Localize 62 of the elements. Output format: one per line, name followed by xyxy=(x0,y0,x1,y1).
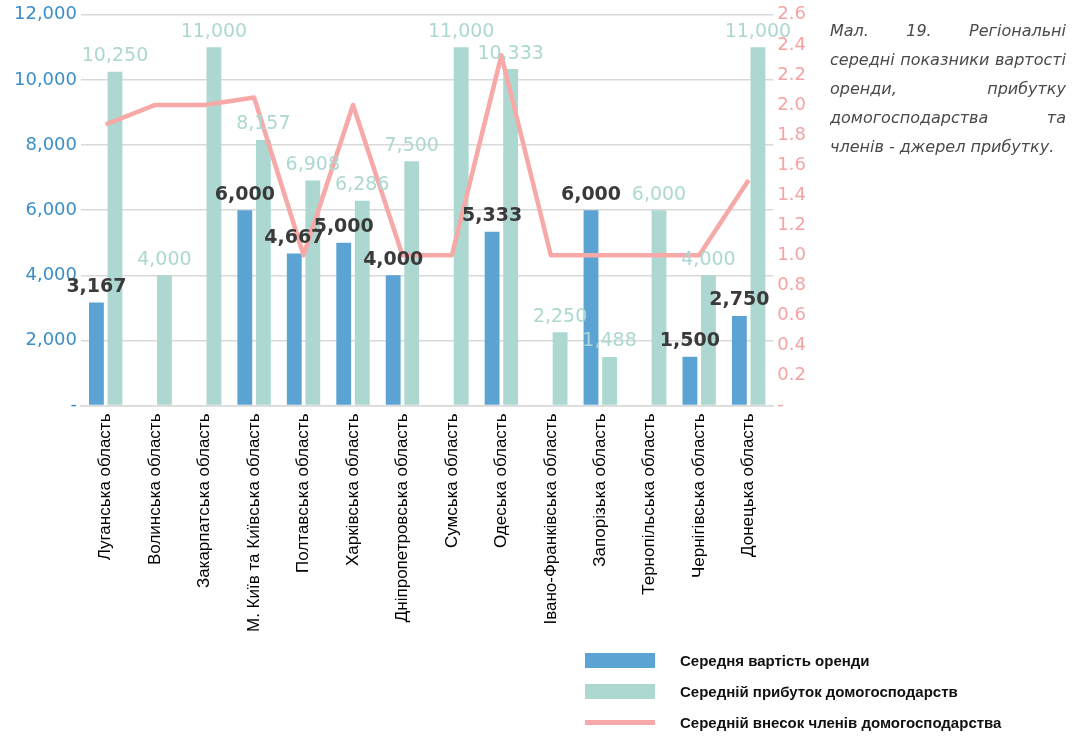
y-tick-label: 6,000 xyxy=(25,197,77,219)
y2-tick-label: 0.2 xyxy=(777,363,807,385)
legend-label: Середня вартість оренди xyxy=(680,652,870,669)
y-tick-label: 12,000 xyxy=(14,2,77,24)
y2-tick-label: 1.6 xyxy=(777,152,807,174)
data-label: 6,000 xyxy=(560,181,622,204)
bar xyxy=(552,332,568,405)
data-label: 6,000 xyxy=(214,181,275,204)
x-tick-label: Донецька область xyxy=(738,413,758,558)
x-tick-label: Тернопільська область xyxy=(639,413,659,595)
x-tick-label: Запорізька область xyxy=(589,413,609,567)
x-tick-label: Сумська область xyxy=(441,413,461,549)
data-label: 4,000 xyxy=(137,246,192,269)
data-label: 2,750 xyxy=(709,287,770,310)
x-tick-label: Івано-Франківська область xyxy=(540,413,560,625)
data-label: 11,000 xyxy=(427,18,495,41)
data-label: 10,250 xyxy=(81,43,149,66)
data-label: 5,333 xyxy=(462,203,523,226)
x-tick-label: М. Київ та Київська область xyxy=(243,413,263,633)
bar xyxy=(731,315,747,405)
x-tick-label: Луганська область xyxy=(95,413,115,561)
y-tick-label: 10,000 xyxy=(14,67,77,89)
x-tick-label: Полтавська область xyxy=(293,413,313,573)
y2-tick-label: 1.0 xyxy=(777,242,807,264)
bar xyxy=(336,242,352,405)
y2-tick-label: 1.8 xyxy=(777,122,807,144)
x-tick-label: Волинська область xyxy=(144,413,164,566)
text: Мал. 19. Регіональні середні показники вартості оренди, прибутку домогосподарства та членів - джерел прибутку. xyxy=(830,20,1066,158)
y-tick-label: 2,000 xyxy=(25,328,77,350)
y2-tick-label: 2.6 xyxy=(777,2,807,24)
bar xyxy=(682,356,698,405)
data-label: 11,000 xyxy=(180,18,248,41)
legend-label: Середній внесок членів домогосподарства xyxy=(680,714,1002,731)
x-tick-label: Одеська область xyxy=(491,413,511,549)
bar xyxy=(286,253,302,405)
data-label: 4,000 xyxy=(363,246,424,269)
data-label: 7,500 xyxy=(384,132,439,155)
y-tick-label: 8,000 xyxy=(25,132,77,154)
x-tick-label: Чернігівська область xyxy=(688,413,708,579)
y2-tick-label: 0.6 xyxy=(777,303,807,324)
bar xyxy=(89,302,104,405)
bar xyxy=(385,275,401,405)
y2-tick-label: 1.4 xyxy=(777,182,807,204)
data-label: 6,000 xyxy=(631,181,687,204)
bar xyxy=(484,231,500,405)
y2-tick-label: 1.2 xyxy=(777,212,807,234)
data-label: 1,500 xyxy=(659,328,720,351)
legend-label: Середній прибуток домогосподарств xyxy=(680,683,958,700)
bar xyxy=(602,357,617,405)
y2-tick-label: 2.0 xyxy=(777,92,807,114)
data-label: 4,000 xyxy=(681,246,736,269)
x-tick-label: Дніпропетровська область xyxy=(392,413,412,623)
x-tick-label: Закарпатська область xyxy=(194,413,214,589)
y2-tick-label: - xyxy=(777,393,784,415)
y2-tick-label: 0.8 xyxy=(777,272,807,294)
y2-tick-label: 2.2 xyxy=(777,62,807,84)
y2-tick-label: 0.4 xyxy=(777,333,807,355)
x-tick-label: Харківська область xyxy=(342,413,362,567)
y-tick-label: - xyxy=(70,393,77,415)
bar xyxy=(157,275,172,405)
bar xyxy=(237,210,253,405)
data-label: 10,333 xyxy=(477,40,544,63)
